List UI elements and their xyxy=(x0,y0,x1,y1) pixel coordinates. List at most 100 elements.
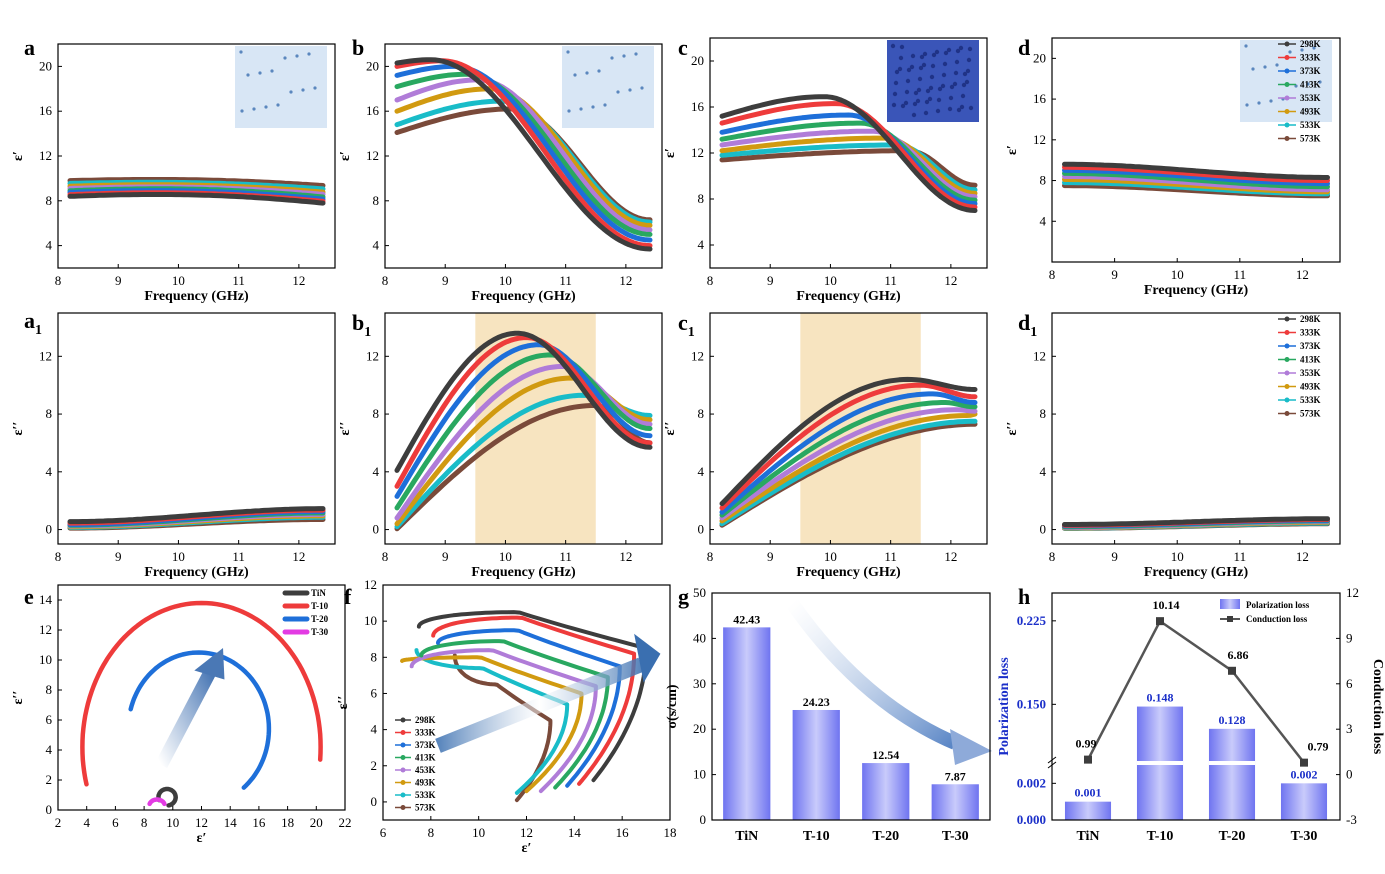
c-xtick-label: 12 xyxy=(944,273,957,288)
c1-series-353K xyxy=(719,407,978,521)
d1-panel-sublabel: 1 xyxy=(1030,325,1037,340)
h-ytick-right: 3 xyxy=(1346,721,1353,736)
e-ytick-label: 10 xyxy=(39,652,52,667)
d1-legend-label: 533K xyxy=(1300,395,1321,405)
f-legend-marker xyxy=(400,717,406,723)
c-inset-texture xyxy=(909,64,915,70)
c-inset-texture xyxy=(955,48,961,54)
d-xtick-label: 9 xyxy=(1111,267,1118,282)
c1-ytick-label: 12 xyxy=(691,348,704,363)
c-inset-texture xyxy=(940,83,946,89)
b-inset-texture xyxy=(640,86,644,90)
a-xtick-label: 9 xyxy=(115,273,122,288)
f-series-373K xyxy=(436,628,622,788)
c1-series-373K xyxy=(719,391,978,515)
d-inset-texture xyxy=(1257,101,1261,105)
c1-highlight-band xyxy=(800,313,921,544)
d-ylabel: ε′ xyxy=(1005,145,1020,155)
c-inset-texture xyxy=(946,47,952,53)
a1-ylabel: ε′′ xyxy=(11,422,26,436)
c-inset-texture xyxy=(893,80,899,86)
f-ytick-label: 12 xyxy=(364,577,377,592)
f-xtick-label: 10 xyxy=(472,825,485,840)
d-legend-marker xyxy=(1284,68,1290,74)
d-inset-texture xyxy=(1306,82,1310,86)
d-legend-marker xyxy=(1284,82,1290,87)
e-ytick-label: 4 xyxy=(46,742,53,757)
b-series-353K xyxy=(394,77,653,233)
a-series-573K xyxy=(67,177,326,188)
h-conduction-marker xyxy=(1228,666,1236,675)
d-inset-texture xyxy=(1312,46,1316,50)
c-ylabel: ε′ xyxy=(663,148,678,158)
b-inset-texture xyxy=(585,71,589,75)
h-ylabel-left: Polarization loss xyxy=(997,657,1012,756)
b-inset-texture xyxy=(566,50,570,54)
a-xtick-label: 10 xyxy=(172,273,185,288)
c1-panel: 8 9 10 11 12 0 4 8 12 Frequency (GHz) ε′′ c1 xyxy=(663,310,988,580)
a-inset-texture xyxy=(264,105,268,109)
e-legend-label: T-30 xyxy=(311,627,329,637)
g-panel: 42.43 TiN 24.23 T-10 12.54 T-20 7.87 T-30 0 10 20 3… xyxy=(665,584,992,844)
d1-legend-marker xyxy=(1284,397,1290,403)
d1-xtick-label: 8 xyxy=(1049,549,1056,564)
b-ylabel: ε′ xyxy=(338,151,353,161)
b1-xtick-label: 9 xyxy=(442,549,449,564)
d-legend-label: 373K xyxy=(1300,66,1321,76)
a-series-298K xyxy=(67,192,326,206)
g-category-label: T-30 xyxy=(942,829,969,844)
d1-legend-label: 413K xyxy=(1300,355,1321,365)
c-inset-texture xyxy=(959,104,965,110)
g-category-label: T-20 xyxy=(872,829,899,844)
h-ytick-left: 0.225 xyxy=(1017,613,1047,628)
b-xtick-label: 10 xyxy=(499,273,512,288)
d1-legend-label: 298K xyxy=(1300,314,1321,324)
b-inset-texture xyxy=(610,56,614,60)
h-frame xyxy=(1051,592,1341,821)
c1-xlabel: Frequency (GHz) xyxy=(796,565,901,580)
c1-panel-sublabel: 1 xyxy=(688,325,695,340)
h-bar-value: 0.148 xyxy=(1147,691,1174,705)
d-legend-marker xyxy=(1284,136,1290,141)
d-inset-texture xyxy=(1244,44,1248,48)
g-bar-T-10 xyxy=(792,709,840,820)
d-inset-texture xyxy=(1300,48,1304,52)
c-series-413K xyxy=(719,120,978,203)
a-ytick-label: 4 xyxy=(46,238,53,253)
b-xtick-label: 9 xyxy=(442,273,449,288)
a1-ytick-label: 12 xyxy=(39,348,52,363)
c-inset-texture xyxy=(905,78,911,84)
f-ytick-label: 6 xyxy=(371,685,378,700)
d1-legend-marker xyxy=(1284,357,1290,362)
d1-ytick-label: 12 xyxy=(1033,348,1046,363)
f-series-298K xyxy=(416,610,649,783)
e-ytick-label: 8 xyxy=(46,682,53,697)
e-series-T-20 xyxy=(128,650,272,790)
h-bar-value: 0.128 xyxy=(1219,713,1246,727)
h-ytick-right: 9 xyxy=(1346,630,1353,645)
d-inset-image xyxy=(1240,40,1332,122)
f-trend-arrowhead xyxy=(634,633,661,683)
e-xtick-label: 18 xyxy=(281,815,294,830)
h-ytick-left: 0.150 xyxy=(1017,696,1046,711)
c1-xtick-label: 8 xyxy=(707,549,714,564)
c-xtick-label: 10 xyxy=(824,273,837,288)
d-inset-texture xyxy=(1251,67,1255,71)
f-ytick-label: 0 xyxy=(371,794,378,809)
b1-ytick-label: 8 xyxy=(373,406,380,421)
d1-series-298K xyxy=(1062,516,1330,527)
g-bar-TiN xyxy=(723,627,771,820)
a1-xtick-label: 11 xyxy=(232,549,245,564)
f-panel: 6 8 10 12 14 16 18024681012ε′ε′′f298K333K373K4… xyxy=(336,577,677,856)
b1-series-333K xyxy=(394,335,653,489)
f-legend-marker xyxy=(400,805,406,810)
f-legend-marker xyxy=(400,767,406,773)
c-panel-label: c xyxy=(678,35,688,60)
d-ytick-label: 20 xyxy=(1033,50,1046,65)
d-legend-label: 533K xyxy=(1300,120,1321,130)
h-bar-T-20 xyxy=(1208,728,1256,820)
f-series-453K xyxy=(409,648,598,794)
c-series-573K xyxy=(719,148,978,188)
a-inset-texture xyxy=(240,109,244,113)
